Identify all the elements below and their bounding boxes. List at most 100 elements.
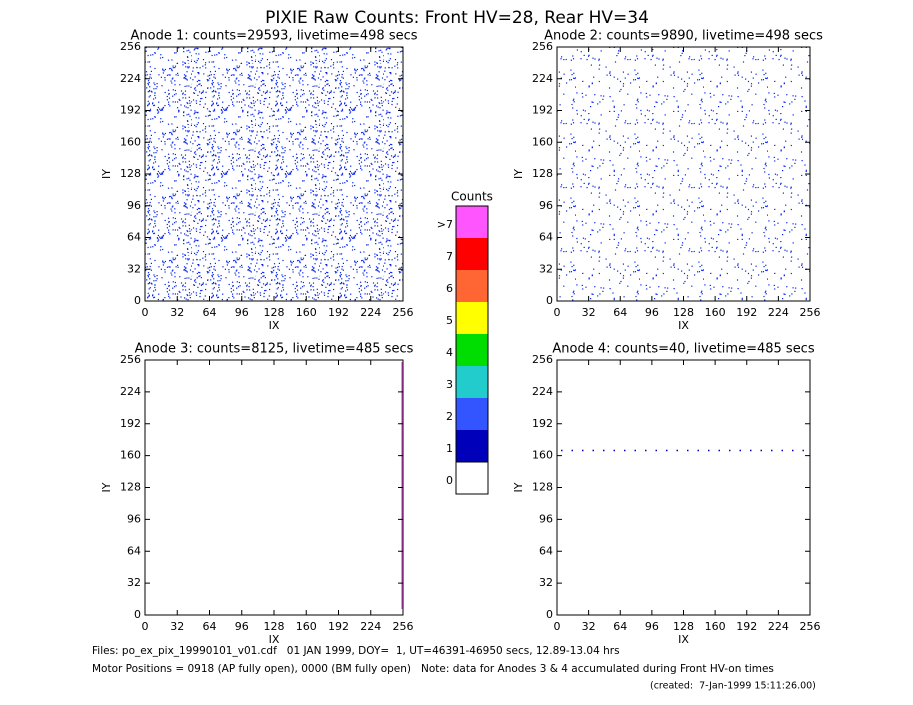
y-tick-label: 192 <box>120 417 141 430</box>
colorbar-label: 6 <box>446 282 453 295</box>
colorbar-swatch <box>456 398 488 430</box>
colorbar-label: 2 <box>446 410 453 423</box>
x-tick-label: 224 <box>360 306 381 319</box>
count-texture <box>145 47 403 301</box>
y-tick-label: 0 <box>134 294 141 307</box>
x-tick-label: 224 <box>768 306 789 319</box>
y-tick-label: 32 <box>539 576 553 589</box>
y-tick-label: 32 <box>539 262 553 275</box>
x-tick-label: 64 <box>613 620 627 633</box>
y-tick-label: 256 <box>120 40 141 53</box>
footer-line: Motor Positions = 0918 (AP fully open), … <box>92 663 774 675</box>
x-tick-label: 128 <box>264 620 285 633</box>
x-tick-label: 128 <box>673 306 694 319</box>
colorbar-label: 0 <box>446 474 453 487</box>
x-axis-label: IX <box>269 319 280 332</box>
x-tick-label: 160 <box>705 306 726 319</box>
x-tick-label: 128 <box>264 306 285 319</box>
colorbar-swatch <box>456 334 488 366</box>
x-tick-label: 160 <box>705 620 726 633</box>
x-tick-label: 128 <box>673 620 694 633</box>
x-tick-label: 224 <box>768 620 789 633</box>
y-tick-label: 32 <box>127 262 141 275</box>
y-tick-label: 96 <box>539 199 553 212</box>
x-axis-label: IX <box>269 633 280 646</box>
y-axis-label: IY <box>100 482 113 492</box>
y-tick-label: 256 <box>120 353 141 366</box>
y-tick-label: 96 <box>127 199 141 212</box>
colorbar-label: 3 <box>446 378 453 391</box>
y-tick-label: 128 <box>532 167 553 180</box>
colorbar-frame <box>455 205 489 495</box>
x-tick-label: 96 <box>235 306 249 319</box>
x-tick-label: 0 <box>142 306 149 319</box>
x-tick-label: 0 <box>142 620 149 633</box>
colorbar-swatch <box>456 238 488 270</box>
y-tick-label: 256 <box>532 353 553 366</box>
colorbar-swatch <box>456 270 488 302</box>
y-tick-label: 64 <box>539 544 553 557</box>
x-tick-label: 256 <box>800 620 821 633</box>
footer-line: Files: po_ex_pix_19990101_v01.cdf 01 JAN… <box>92 645 620 657</box>
colorbar-label: >7 <box>437 218 453 231</box>
colorbar-swatch <box>455 461 489 495</box>
x-tick-label: 96 <box>645 306 659 319</box>
colorbar-label: 5 <box>446 314 453 327</box>
colorbar-label: 4 <box>446 346 453 359</box>
y-tick-label: 224 <box>532 72 553 85</box>
x-tick-label: 96 <box>645 620 659 633</box>
x-tick-label: 192 <box>328 306 349 319</box>
x-tick-label: 192 <box>736 620 757 633</box>
y-tick-label: 96 <box>127 512 141 525</box>
y-tick-label: 64 <box>539 231 553 244</box>
y-tick-label: 0 <box>546 294 553 307</box>
colorbar-swatch <box>456 206 488 238</box>
x-tick-label: 32 <box>582 620 596 633</box>
y-tick-label: 0 <box>134 608 141 621</box>
y-tick-label: 32 <box>127 576 141 589</box>
y-tick-label: 224 <box>120 385 141 398</box>
y-axis-label: IY <box>100 169 113 179</box>
panel-title: Anode 2: counts=9890, livetime=498 secs <box>544 29 823 44</box>
x-tick-label: 32 <box>170 620 184 633</box>
x-tick-label: 192 <box>736 306 757 319</box>
figure-title: PIXIE Raw Counts: Front HV=28, Rear HV=3… <box>265 8 649 28</box>
x-tick-label: 32 <box>582 306 596 319</box>
y-tick-label: 128 <box>120 481 141 494</box>
colorbar-label: 1 <box>446 442 453 455</box>
x-axis-label: IX <box>678 633 689 646</box>
y-tick-label: 96 <box>539 512 553 525</box>
colorbar-swatch <box>456 430 488 462</box>
x-tick-label: 256 <box>800 306 821 319</box>
y-axis-label: IY <box>512 169 525 179</box>
x-axis-label: IX <box>678 319 689 332</box>
x-tick-label: 32 <box>170 306 184 319</box>
y-axis-label: IY <box>512 482 525 492</box>
y-tick-label: 64 <box>127 231 141 244</box>
x-tick-label: 224 <box>360 620 381 633</box>
colorbar-label: 7 <box>446 250 453 263</box>
footer-line: (created: 7-Jan-1999 15:11:26.00) <box>650 681 816 692</box>
y-tick-label: 64 <box>127 544 141 557</box>
x-tick-label: 0 <box>554 620 561 633</box>
x-tick-label: 0 <box>554 306 561 319</box>
x-tick-label: 192 <box>328 620 349 633</box>
y-tick-label: 160 <box>120 135 141 148</box>
y-tick-label: 160 <box>532 449 553 462</box>
x-tick-label: 64 <box>203 620 217 633</box>
y-tick-label: 256 <box>532 40 553 53</box>
y-tick-label: 160 <box>532 135 553 148</box>
x-tick-label: 96 <box>235 620 249 633</box>
x-tick-label: 160 <box>296 306 317 319</box>
y-tick-label: 128 <box>120 167 141 180</box>
x-tick-label: 256 <box>393 306 414 319</box>
count-texture <box>557 47 810 301</box>
y-tick-label: 0 <box>546 608 553 621</box>
y-tick-label: 192 <box>532 104 553 117</box>
colorbar-swatch <box>456 366 488 398</box>
y-tick-label: 128 <box>532 481 553 494</box>
x-tick-label: 64 <box>613 306 627 319</box>
colorbar-title: Counts <box>451 190 493 204</box>
y-tick-label: 192 <box>532 417 553 430</box>
